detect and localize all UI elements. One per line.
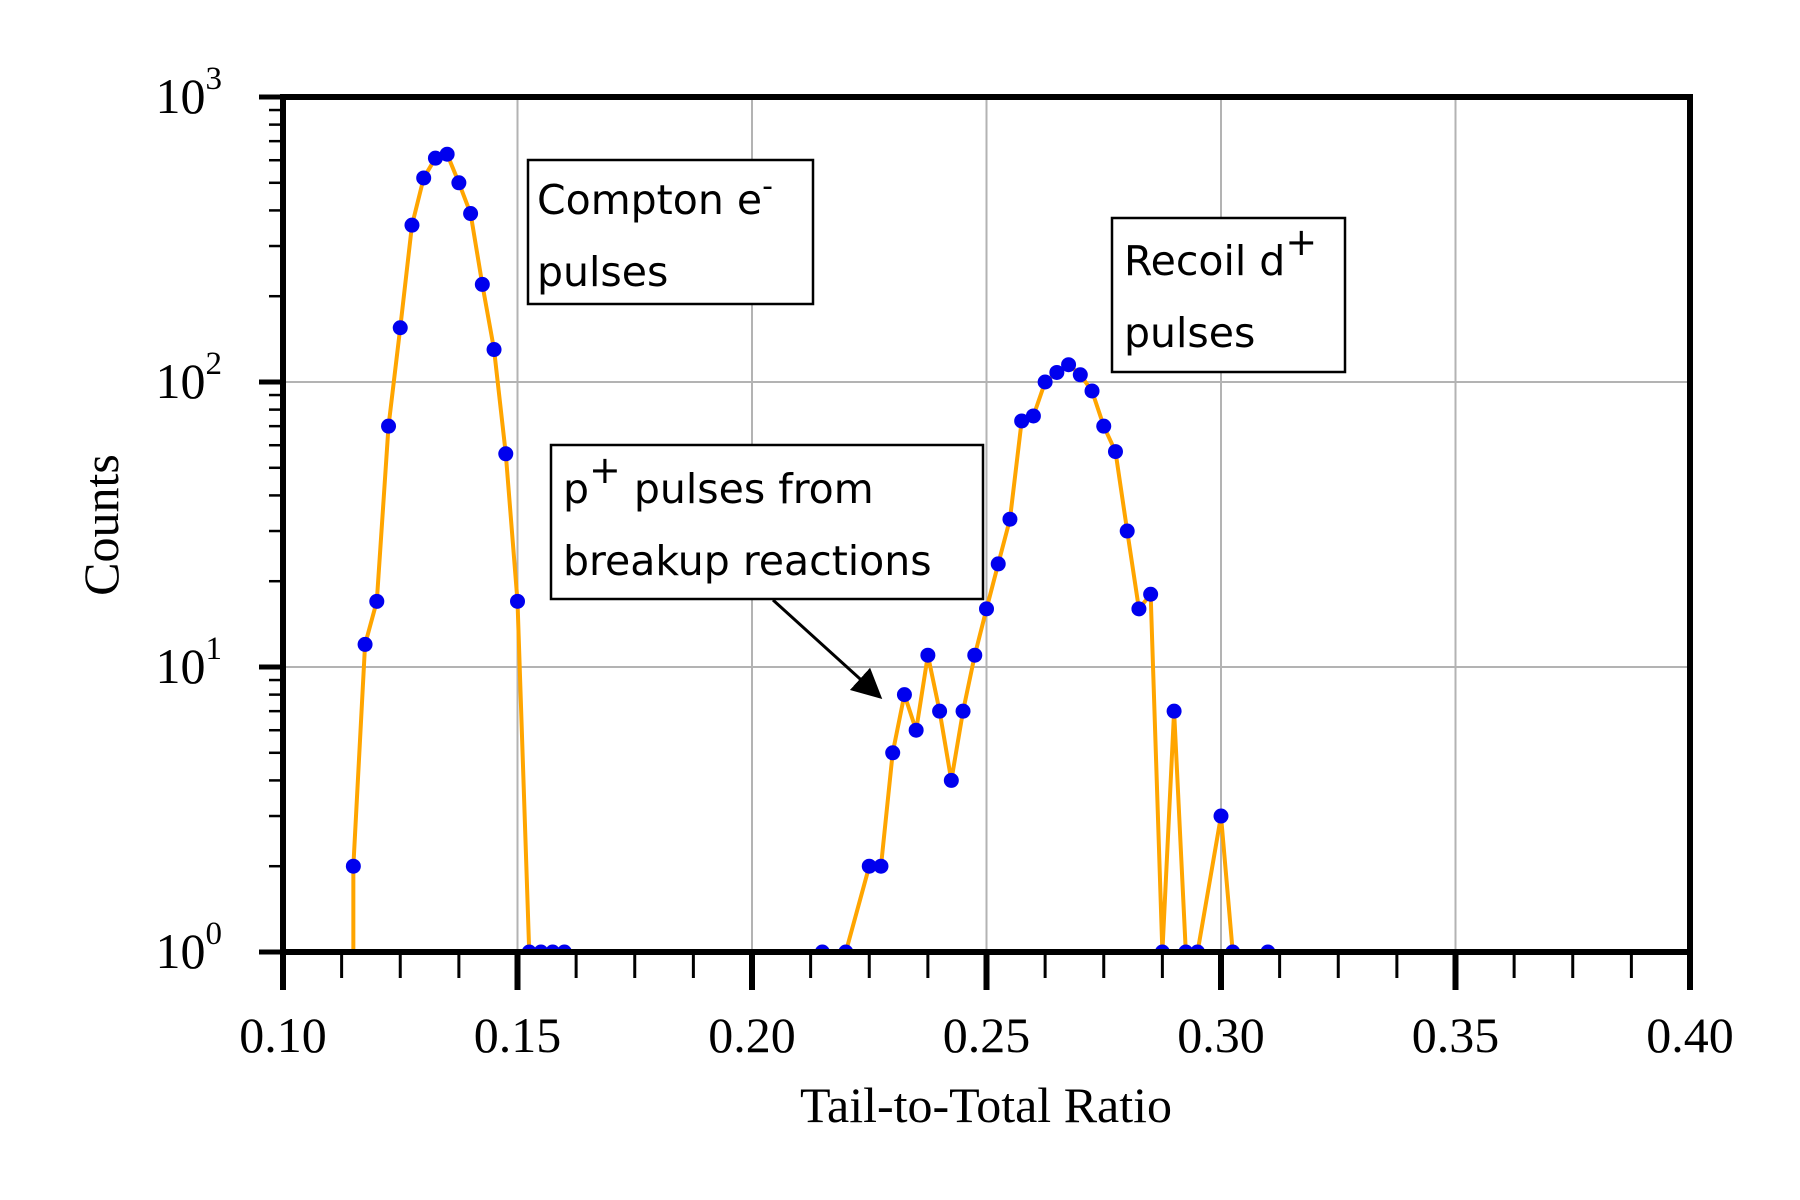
annotation-recoil: Recoil d+ pulses (1110, 216, 1347, 374)
annotation-recoil-line2: pulses (1124, 309, 1255, 357)
data-point (955, 703, 971, 719)
data-point (510, 593, 525, 609)
x-tick-label: 0.15 (474, 1007, 562, 1063)
data-point (990, 556, 1006, 572)
y-tick-label: 103 (156, 61, 223, 124)
annotation-recoil-line1: Recoil d+ (1124, 220, 1317, 285)
data-point (498, 446, 514, 462)
annotation-compton-box (526, 158, 815, 306)
y-tick-label: 100 (156, 916, 223, 979)
data-point (1131, 601, 1147, 617)
annotation-compton-line2: pulses (537, 248, 668, 296)
data-point (896, 687, 912, 703)
data-point (357, 636, 373, 652)
data-point (932, 703, 948, 719)
data-point (474, 276, 490, 292)
data-point (451, 175, 467, 191)
annotation-proton-box (549, 443, 985, 601)
annotation-proton: p+ pulses from breakup reactions (549, 443, 985, 700)
data-point (943, 772, 959, 788)
data-point (486, 342, 502, 358)
data-point (967, 647, 983, 663)
x-tick-label: 0.40 (1646, 1007, 1734, 1063)
data-point (1166, 703, 1182, 719)
data-point (920, 647, 936, 663)
annotation-proton-line1: p+ pulses from (563, 448, 874, 513)
x-tick-label: 0.20 (708, 1007, 796, 1063)
annotation-recoil-box (1110, 216, 1347, 374)
data-point (404, 217, 420, 233)
data-point (1084, 383, 1100, 399)
data-point (416, 170, 432, 186)
data-point (1072, 367, 1088, 383)
grid (283, 97, 1690, 952)
x-axis-title: Tail-to-Total Ratio (800, 1077, 1172, 1133)
y-axis-title: Counts (73, 454, 129, 596)
axis-ticks: 0.10 0.15 0.20 0.25 0.30 0.35 0.40 100 101 102 103 (156, 61, 1734, 1063)
annotation-proton-line2: breakup reactions (563, 537, 932, 585)
data-point (908, 722, 924, 738)
data-point (1049, 364, 1065, 380)
data-point (463, 206, 479, 222)
y-tick-label: 101 (156, 631, 223, 694)
data-point (1119, 523, 1135, 539)
annotation-compton: Compton e- pulses (526, 158, 815, 306)
data-point (1037, 374, 1053, 390)
data-point (369, 593, 385, 609)
data-series (345, 146, 1276, 952)
annotation-compton-line1: Compton e- (537, 169, 773, 224)
data-point (861, 858, 877, 874)
data-point (1213, 808, 1229, 824)
data-point (345, 858, 361, 874)
data-point (1061, 357, 1077, 373)
data-point (392, 320, 408, 336)
data-point (439, 146, 455, 162)
data-point (381, 418, 397, 434)
x-tick-label: 0.25 (943, 1007, 1031, 1063)
data-point (1002, 511, 1018, 527)
data-point (427, 150, 443, 166)
annotation-proton-arrow (771, 598, 883, 700)
x-tick-label: 0.10 (239, 1007, 327, 1063)
x-tick-label: 0.35 (1412, 1007, 1500, 1063)
data-point (979, 601, 994, 617)
data-point (1107, 444, 1123, 460)
data-point (885, 745, 901, 761)
data-point (1014, 413, 1030, 429)
data-point (1025, 408, 1041, 424)
data-point (1143, 586, 1159, 602)
data-point (873, 858, 889, 874)
data-point (1096, 418, 1112, 434)
y-tick-label: 102 (156, 346, 223, 409)
x-tick-label: 0.30 (1177, 1007, 1265, 1063)
